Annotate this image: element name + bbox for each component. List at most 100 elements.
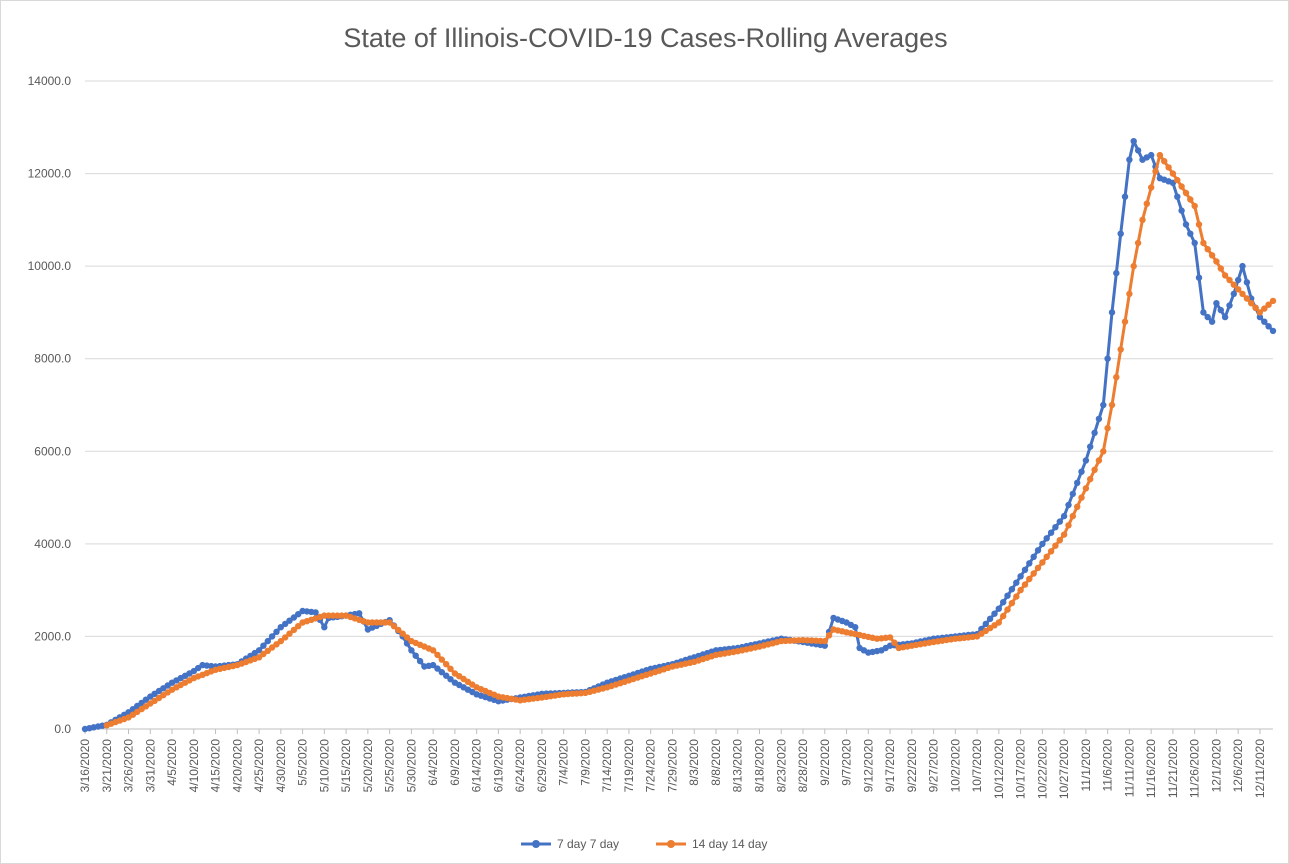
data-point — [277, 637, 284, 645]
gridlines — [85, 80, 1273, 730]
y-tick-label: 12000.0 — [28, 167, 72, 181]
data-point — [1261, 318, 1268, 325]
series-7-day — [81, 138, 1277, 733]
x-tick-label: 8/23/2020 — [774, 739, 788, 793]
x-tick-label: 9/7/2020 — [840, 739, 854, 786]
data-point — [1078, 494, 1085, 501]
x-tick-label: 7/4/2020 — [557, 739, 571, 786]
data-point — [1004, 592, 1011, 599]
x-tick-label: 4/30/2020 — [274, 739, 288, 793]
data-point — [1182, 221, 1190, 228]
data-point — [1000, 612, 1007, 620]
x-tick-label: 4/25/2020 — [252, 739, 266, 793]
legend-marker — [532, 840, 540, 848]
x-tick-label: 5/30/2020 — [404, 739, 418, 793]
data-point — [264, 637, 271, 645]
data-point — [1021, 566, 1029, 573]
x-tick-label: 8/8/2020 — [709, 739, 723, 786]
data-point — [852, 624, 859, 631]
x-tick-label: 3/26/2020 — [122, 739, 136, 793]
data-point — [1104, 355, 1111, 362]
legend-label: 14 day 14 day — [692, 837, 767, 851]
data-point — [1248, 300, 1255, 307]
data-point — [1191, 202, 1198, 210]
data-point — [1134, 147, 1142, 154]
data-point — [1239, 290, 1246, 298]
x-tick-label: 10/17/2020 — [1014, 739, 1028, 799]
data-point — [1026, 575, 1033, 583]
data-point — [295, 623, 302, 630]
data-point — [1091, 429, 1098, 436]
data-point — [268, 633, 276, 640]
data-point — [1087, 443, 1094, 450]
data-point — [1013, 593, 1020, 600]
data-point — [1034, 547, 1042, 554]
data-point — [369, 619, 376, 626]
data-point — [1217, 306, 1225, 314]
x-tick-label: 11/11/2020 — [1122, 739, 1136, 798]
x-tick-label: 9/27/2020 — [927, 739, 941, 793]
data-point — [1174, 176, 1181, 184]
data-point — [434, 665, 441, 672]
data-point — [1204, 313, 1211, 321]
data-point — [1126, 156, 1133, 163]
data-point — [412, 652, 419, 659]
data-point — [1143, 200, 1151, 207]
data-point — [1008, 586, 1016, 593]
data-point — [1200, 239, 1207, 247]
data-point — [1187, 230, 1194, 237]
chart-title: State of Illinois-COVID-19 Cases-Rolling… — [343, 23, 948, 53]
data-point — [295, 611, 302, 618]
y-tick-label: 10000.0 — [28, 259, 72, 273]
data-point — [429, 661, 437, 669]
x-tick-label: 5/25/2020 — [383, 739, 397, 793]
data-point — [434, 651, 441, 659]
x-tick-label: 8/18/2020 — [753, 739, 767, 793]
data-point — [1087, 475, 1094, 483]
data-point — [1013, 579, 1020, 586]
x-axis: 3/16/2020 3/21/2020 3/26/2020 3/31/2020 4/5/… — [78, 728, 1273, 799]
x-tick-label: 11/26/2020 — [1188, 739, 1202, 798]
data-point — [1139, 216, 1146, 224]
x-tick-label: 4/15/2020 — [209, 739, 223, 793]
data-point — [1030, 570, 1037, 577]
x-tick-label: 6/24/2020 — [513, 739, 527, 793]
x-tick-label: 10/2/2020 — [948, 739, 962, 793]
data-point — [1130, 262, 1137, 270]
x-tick-label: 9/22/2020 — [905, 739, 919, 793]
data-point — [1052, 542, 1059, 549]
data-point — [1226, 302, 1233, 309]
data-point — [1213, 300, 1220, 307]
data-point — [1269, 327, 1277, 335]
data-point — [438, 656, 445, 663]
data-point — [329, 612, 337, 619]
data-point — [1117, 230, 1124, 237]
data-point — [1230, 290, 1238, 298]
x-tick-label: 7/19/2020 — [622, 739, 636, 793]
data-point — [1261, 305, 1268, 312]
data-point — [1069, 490, 1077, 498]
data-point — [338, 612, 345, 619]
data-point — [408, 647, 415, 654]
x-tick-label: 3/16/2020 — [78, 739, 92, 793]
data-point — [273, 628, 280, 635]
data-point — [447, 665, 454, 672]
data-point — [377, 619, 385, 626]
data-point — [1017, 586, 1024, 594]
data-point — [1047, 548, 1055, 555]
x-tick-label: 10/22/2020 — [1035, 739, 1049, 799]
data-point — [1108, 309, 1116, 316]
data-point — [1065, 522, 1072, 529]
data-point — [1121, 193, 1129, 200]
data-point — [286, 617, 293, 624]
x-tick-label: 10/27/2020 — [1057, 739, 1071, 799]
data-point — [1039, 559, 1046, 566]
data-point — [1178, 207, 1185, 214]
data-point — [825, 632, 833, 639]
x-tick-label: 8/3/2020 — [687, 739, 701, 786]
data-point — [255, 647, 263, 654]
x-tick-label: 3/21/2020 — [100, 739, 114, 793]
data-point — [1043, 553, 1050, 560]
data-point — [995, 619, 1002, 626]
